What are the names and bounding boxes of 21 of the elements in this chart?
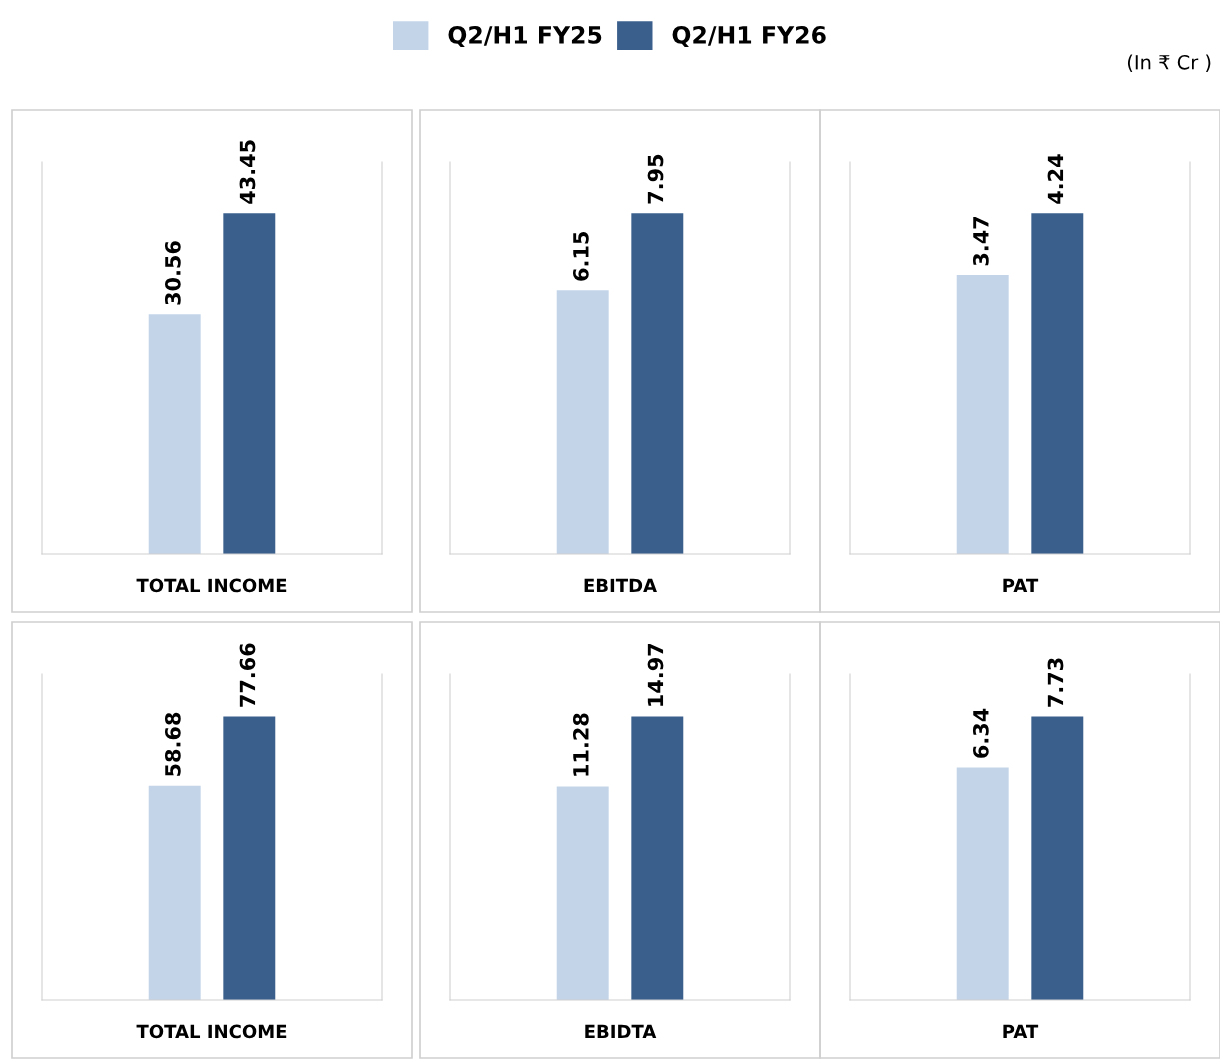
x-axis-title: TOTAL INCOME <box>136 1024 287 1039</box>
data-label: 14.97 <box>647 643 664 706</box>
text: (In ₹ Cr ) <box>1127 54 1211 72</box>
x-axis-title: TOTAL INCOME <box>136 578 287 593</box>
data-label: 4.24 <box>1047 154 1064 204</box>
data-label: 7.95 <box>647 154 664 204</box>
legend-label: Q2/H1 FY26 <box>672 25 826 47</box>
x-axis-title: EBIDTA <box>585 1024 657 1039</box>
legend-label: Q2/H1 FY25 <box>448 25 602 47</box>
data-label: 6.34 <box>972 708 989 758</box>
data-label: 77.66 <box>239 643 256 707</box>
data-label: 7.73 <box>1047 658 1064 707</box>
data-label: 6.15 <box>573 232 589 281</box>
x-axis-title: PAT <box>1003 578 1039 593</box>
data-label: 30.56 <box>164 241 181 305</box>
data-label: 43.45 <box>239 140 256 204</box>
data-label: 58.68 <box>164 712 181 776</box>
data-label: 11.28 <box>572 713 589 776</box>
data-label: 3.47 <box>972 216 989 266</box>
x-axis-title: EBITDA <box>584 578 657 593</box>
x-axis-title: PAT <box>1003 1024 1039 1039</box>
